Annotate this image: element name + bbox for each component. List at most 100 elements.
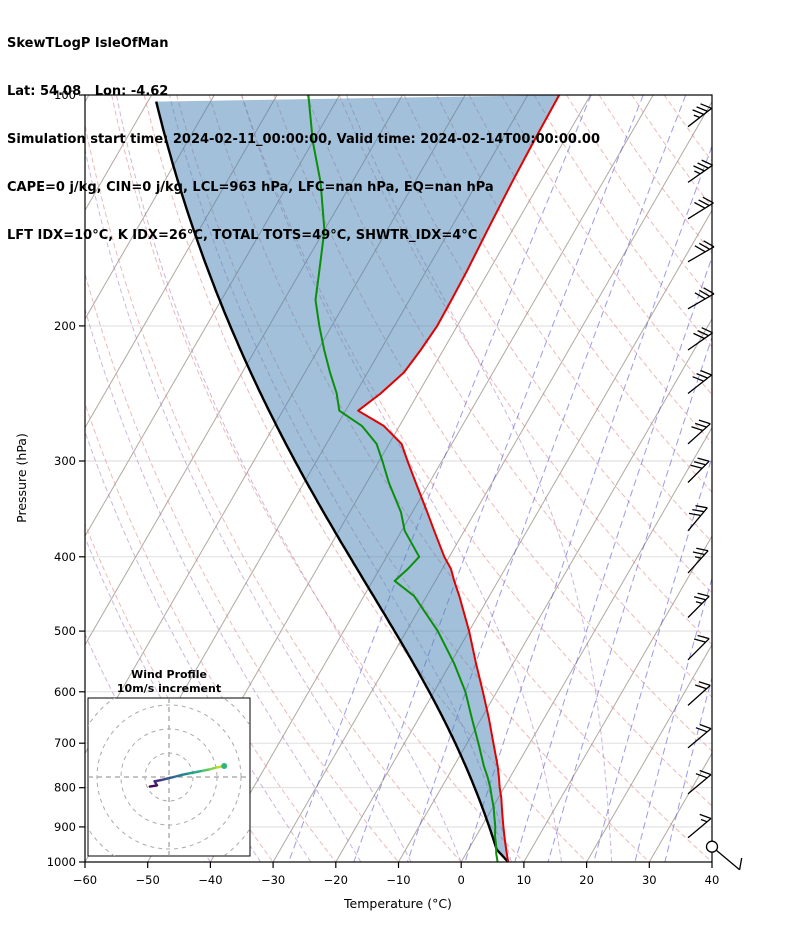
temperature-tick-label: −50: [136, 873, 160, 887]
wind-barb-feather: [695, 505, 708, 509]
hodograph-inset: [87, 697, 251, 857]
wind-barb-feather: [692, 551, 705, 556]
mixing-ratio-line: [288, 95, 592, 862]
dewpoint-line: [307, 95, 499, 862]
dry-adiabat-line: [85, 402, 337, 862]
hodograph-trace-segment: [179, 772, 190, 777]
moist-adiabat-line: [85, 430, 312, 862]
wind-barb-staff: [687, 332, 713, 351]
wind-barb-half-feather: [693, 114, 701, 119]
hodograph-trace-segment: [194, 769, 204, 774]
moist-adiabat-line: [85, 633, 211, 862]
temperature-tick-label: 0: [458, 873, 465, 887]
page-title: SkewTLogP IsleOfMan: [7, 36, 169, 51]
wind-barb-feather: [693, 165, 705, 172]
mixing-ratio-line: [664, 675, 712, 862]
mixing-ratio-line: [547, 335, 712, 862]
pressure-tick-label: 400: [54, 550, 76, 564]
mixing-ratio-line: [593, 455, 712, 862]
pressure-tick-label: 200: [54, 319, 76, 333]
temperature-tick-label: 30: [642, 873, 657, 887]
wind-barb-feather: [691, 426, 704, 432]
wind-barb-half-feather: [700, 818, 708, 823]
dry-adiabat-line: [111, 95, 525, 862]
wind-barb-feather: [698, 419, 711, 425]
wind-barb-staff: [716, 850, 741, 871]
wind-barb-feather: [701, 159, 713, 166]
temperature-tick-label: −60: [73, 873, 97, 887]
temperature-tick-label: −30: [261, 873, 285, 887]
temperature-tick-label: 20: [579, 873, 594, 887]
wind-barb-feather: [694, 684, 707, 690]
wind-barb-feather: [696, 372, 708, 379]
wind-barb-feather: [738, 857, 743, 870]
dry-adiabat-line: [85, 122, 462, 862]
pressure-tick-label: 800: [54, 781, 76, 795]
wind-barb-staff: [687, 818, 712, 839]
wind-barb-staff: [687, 728, 712, 749]
stability-indices-text: LFT IDX=10°C, K IDX=26°C, TOTAL TOTS=49°…: [7, 228, 478, 243]
isotherm-line: [648, 752, 712, 862]
wind-barb-feather: [697, 634, 710, 640]
moist-adiabat-line: [116, 95, 462, 862]
wind-barb-staff: [687, 774, 712, 795]
dry-adiabat-line: [371, 95, 712, 594]
wind-barb-feather: [701, 327, 713, 334]
dry-adiabat-line: [436, 95, 712, 493]
wind-barb-staff: [687, 595, 710, 618]
wind-barb-feather: [698, 242, 711, 250]
hodograph-trace-segment: [172, 773, 183, 779]
hodograph-title-line2: 10m/s increment: [117, 682, 221, 695]
wind-barb-feather: [693, 461, 706, 466]
wind-barb-feather: [699, 813, 712, 820]
dry-adiabat-line: [85, 271, 399, 862]
wind-barb-feather: [692, 508, 705, 513]
pressure-tick-label: 700: [54, 736, 76, 750]
dry-adiabat-line: [566, 95, 712, 301]
y-axis-label: Pressure (hPa): [14, 433, 29, 523]
isotherm-line: [523, 535, 712, 862]
hodograph-title-line1: Wind Profile: [131, 668, 207, 681]
wind-barb-feather: [695, 773, 708, 779]
wind-barb-half-feather: [694, 170, 701, 175]
wind-barb-feather: [699, 723, 712, 730]
moist-adiabat-line: [345, 95, 613, 862]
wind-barb-feather: [696, 106, 708, 113]
temperature-tick-label: −40: [198, 873, 222, 887]
wind-barb-feather: [700, 103, 712, 109]
wind-barb-feather: [696, 547, 709, 552]
hodograph-trace-segment: [153, 778, 164, 783]
dry-adiabat-line: [273, 95, 712, 752]
wind-barb-feather: [693, 638, 706, 643]
wind-barb-feather: [698, 199, 710, 207]
dry-adiabat-line: [663, 95, 712, 163]
pressure-tick-label: 1000: [47, 855, 76, 869]
parcel-profile-line: [155, 101, 510, 862]
hodograph-range-ring: [120, 728, 218, 826]
isotherm-line: [586, 643, 712, 862]
wind-barb-feather: [693, 332, 705, 340]
wind-barb-staff: [687, 638, 710, 661]
lat-lon-text: Lat: 54.08 Lon: -4.62: [7, 84, 169, 99]
wind-barb-staff: [687, 423, 711, 445]
wind-barb-half-feather: [695, 601, 703, 605]
wind-barb-feather: [700, 369, 712, 376]
wind-barb-feather: [697, 457, 710, 462]
pressure-tick-label: 500: [54, 624, 76, 638]
temperature-tick-label: 40: [705, 873, 720, 887]
wind-barb-staff: [687, 684, 711, 706]
mixing-ratio-line: [634, 576, 712, 862]
isotherm-line: [711, 860, 712, 862]
sim-time-text: Simulation start time: 2024-02-11_00:00:…: [7, 132, 600, 147]
wind-barb-feather: [702, 196, 714, 204]
dry-adiabat-line: [598, 95, 712, 254]
pressure-tick-label: 900: [54, 820, 76, 834]
mixing-ratio-line: [464, 144, 712, 862]
wind-barb-staff: [687, 550, 709, 574]
temperature-tick-label: −10: [386, 873, 410, 887]
pressure-tick-label: 300: [54, 454, 76, 468]
temperature-line: [357, 95, 561, 862]
cape-indices-text: CAPE=0 j/kg, CIN=0 j/kg, LCL=963 hPa, LF…: [7, 180, 494, 195]
wind-barb-feather: [703, 240, 715, 248]
